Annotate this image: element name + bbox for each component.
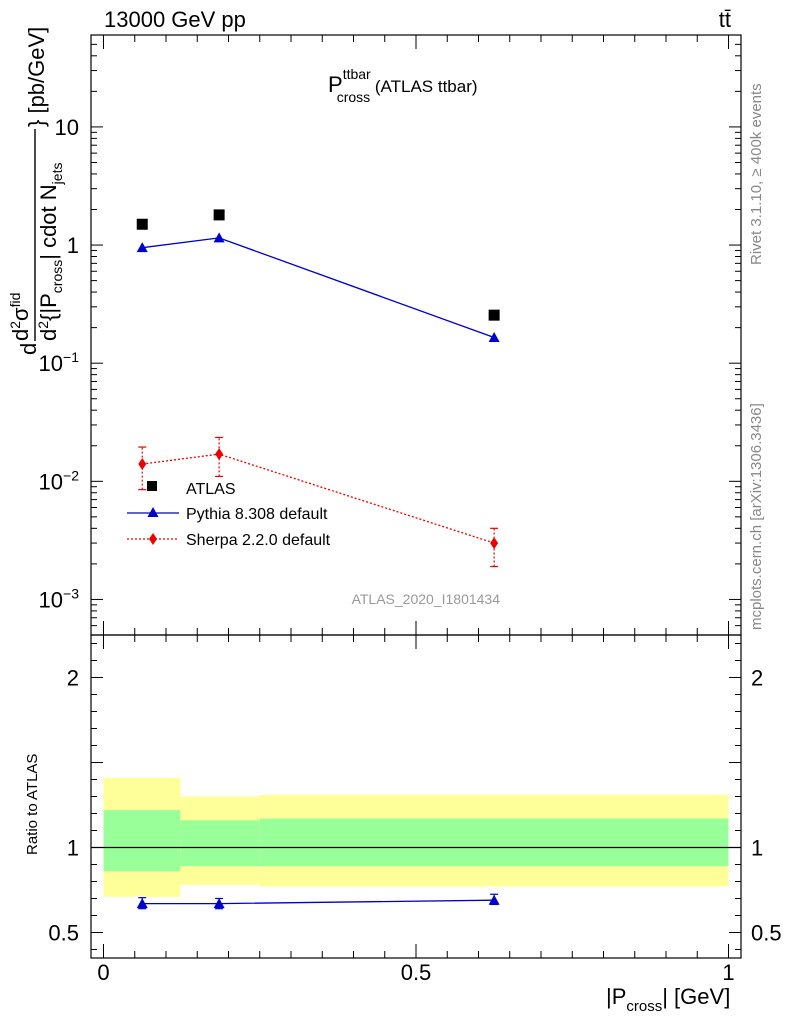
legend-label-pythia: Pythia 8.308 default: [186, 506, 328, 523]
legend-marker-pythia: [147, 507, 159, 517]
main-ytick-label-4: 10−3: [39, 585, 80, 612]
ratio-bands: [91, 777, 741, 897]
main-point-atlas-2: [488, 309, 500, 321]
main-line-pythia-8-308-default: [142, 237, 495, 339]
xtick-label-0: 0: [97, 960, 109, 985]
tick-marks: [91, 34, 741, 958]
svg-text:d: d: [16, 343, 41, 355]
main-point-sherpa-2-2-0-default-0: [138, 458, 147, 471]
ratio-y-label: Ratio to ATLAS: [24, 754, 41, 855]
xtick-label-2: 1: [722, 960, 734, 985]
process-label: tt̄: [719, 7, 731, 32]
plot-title-sup: ttbar: [343, 66, 371, 82]
legend-marker-atlas: [147, 481, 157, 491]
main-point-atlas-1: [213, 209, 225, 221]
main-errorbar-sherpa-2-2-0-default-1: [215, 436, 224, 478]
main-y-label: d d2σfid d2{|Pcross| cdot Njets } [pb/Ge…: [7, 27, 65, 355]
legend-marker-sherpa: [149, 533, 157, 545]
analysis-id: ATLAS_2020_I1801434: [352, 591, 501, 607]
stat-uncertainty-band-1: [180, 820, 260, 867]
stat-uncertainty-band-0: [103, 810, 181, 872]
series-markers: [136, 209, 500, 910]
svg-text:d2σfid: d2σfid: [7, 293, 33, 341]
main-point-sherpa-2-2-0-default-1: [215, 448, 224, 461]
energy-label: 13000 GeV pp: [104, 7, 246, 32]
plot-title-suffix: (ATLAS ttbar): [370, 77, 477, 96]
ratio-ytick-label-right-2: 0.5: [751, 921, 782, 946]
ratio-ytick-label-right-0: 2: [751, 666, 763, 691]
plot-title-main: P: [328, 72, 343, 97]
x-axis-label: |Pcross| [GeV]: [606, 984, 730, 1015]
svg-text:d2{|Pcross| cdot Njets: d2{|Pcross| cdot Njets: [35, 163, 65, 341]
ratio-ytick-label-left-0: 2: [67, 666, 79, 691]
ratio-point-pythia-8-308-default-1: [213, 898, 225, 909]
main-ytick-label-0: 10: [55, 115, 79, 140]
main-point-pythia-8-308-default-2: [488, 331, 500, 342]
main-line-sherpa-2-2-0-default: [142, 453, 495, 544]
main-point-pythia-8-308-default-1: [213, 232, 225, 243]
stat-uncertainty-band-2: [259, 818, 729, 867]
svg-text:} [pb/GeV]: } [pb/GeV]: [24, 27, 49, 127]
ratio-point-pythia-8-308-default-2: [488, 894, 500, 905]
plot-title-sub: cross: [337, 89, 370, 105]
main-ytick-label-2: 10−1: [39, 349, 80, 376]
main-point-pythia-8-308-default-0: [136, 242, 148, 253]
ratio-line-pythia-8-308-default: [142, 899, 495, 905]
ratio-point-pythia-8-308-default-0: [136, 898, 148, 909]
main-ytick-label-1: 1: [67, 233, 79, 258]
legend-label-atlas: ATLAS: [186, 481, 236, 498]
plot-title: Pttbar cross (ATLAS ttbar): [328, 66, 478, 105]
ratio-ytick-label-right-1: 1: [751, 836, 763, 861]
main-point-atlas-0: [136, 218, 148, 230]
main-point-sherpa-2-2-0-default-2: [490, 537, 499, 550]
main-errorbar-sherpa-2-2-0-default-2: [490, 527, 499, 568]
ratio-ytick-label-left-1: 1: [67, 836, 79, 861]
legend-label-sherpa: Sherpa 2.2.0 default: [186, 532, 331, 549]
main-ytick-label-3: 10−2: [39, 467, 80, 494]
mcplots-text: mcplots.cern.ch [arXiv:1306.3436]: [748, 403, 765, 630]
tick-labels: 10 1 10−1 10−2 10−3 2 2 1 1 0.5 0.5 0 0.5 1: [39, 115, 782, 985]
ratio-ytick-label-left-2: 0.5: [48, 921, 79, 946]
xtick-label-1: 0.5: [401, 960, 432, 985]
legend: ATLAS Pythia 8.308 default Sherpa 2.2.0 …: [127, 481, 331, 549]
rivet-version-text: Rivet 3.1.10, ≥ 400k events: [748, 83, 765, 265]
